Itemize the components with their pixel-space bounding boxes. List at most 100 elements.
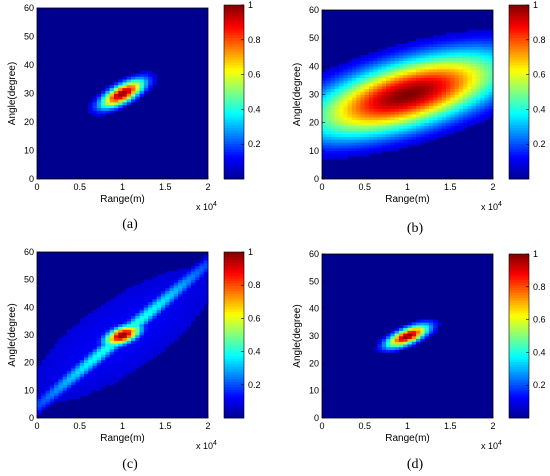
heatmap-cell: [424, 86, 430, 90]
heatmap-cell: [484, 83, 490, 87]
heatmap-cell: [148, 343, 153, 347]
heatmap-cell: [390, 105, 395, 109]
colorbar-band: [509, 318, 529, 322]
heatmap-cell: [49, 376, 55, 380]
heatmap-cell: [109, 90, 115, 94]
heatmap-cell: [428, 69, 434, 73]
heatmap-cell: [454, 94, 460, 98]
heatmap-cell: [118, 79, 123, 83]
heatmap-cell: [326, 122, 331, 126]
heatmap-cell: [45, 376, 51, 380]
colorbar-band: [509, 13, 529, 17]
colorbar-band: [224, 121, 244, 126]
heatmap-cell: [122, 299, 128, 303]
heatmap-cell: [347, 139, 353, 143]
heatmap-cell: [398, 133, 404, 138]
heatmap-cell: [135, 348, 140, 352]
heatmap-cell: [450, 32, 455, 36]
heatmap-cell: [160, 310, 166, 314]
colorbar-band: [509, 173, 529, 177]
colorbar-band: [224, 358, 244, 362]
heatmap-cell: [390, 66, 395, 70]
heatmap-cell: [343, 86, 348, 90]
heatmap-cell: [101, 379, 106, 383]
heatmap-cell: [424, 63, 430, 67]
heatmap-cell: [381, 136, 387, 140]
colorbar-band: [224, 159, 244, 164]
heatmap-cell: [334, 102, 340, 107]
heatmap-cell: [433, 38, 438, 42]
heatmap-cell: [135, 96, 140, 100]
heatmap-cell: [437, 69, 443, 73]
heatmap-cell: [433, 66, 438, 70]
heatmap-cell: [49, 362, 55, 366]
heatmap-cell: [169, 271, 175, 275]
heatmap-cell: [424, 69, 430, 73]
colorbar-band: [509, 330, 529, 334]
heatmap-cell: [420, 139, 425, 143]
heatmap-cell: [351, 114, 357, 118]
colorbar-band: [509, 53, 529, 58]
heatmap-cell: [445, 83, 451, 87]
heatmap-cell: [343, 77, 348, 81]
heatmap-cell: [173, 332, 179, 336]
heatmap-cell: [420, 63, 425, 67]
heatmap-cell: [458, 83, 464, 87]
heatmap-cell: [467, 74, 472, 78]
heatmap-cell: [454, 88, 460, 92]
heatmap-cell: [467, 63, 472, 67]
colorbar-band: [509, 400, 529, 404]
heatmap-cell: [122, 359, 128, 363]
panel-caption: (c): [122, 457, 138, 472]
heatmap-cell: [169, 282, 175, 286]
heatmap-cell: [135, 84, 140, 89]
colorbar-band: [509, 369, 529, 373]
colorbar-band: [509, 402, 529, 406]
heatmap-cell: [394, 346, 400, 350]
heatmap-cell: [156, 343, 162, 347]
heatmap-cell: [347, 88, 353, 92]
heatmap-cell: [45, 359, 51, 363]
colorbar-band: [509, 111, 529, 115]
colorbar-band: [224, 394, 244, 398]
heatmap-cell: [339, 80, 344, 84]
heatmap-cell: [445, 86, 451, 90]
heatmap-cell: [148, 323, 153, 327]
heatmap-cell: [441, 105, 447, 109]
heatmap-cell: [416, 43, 421, 47]
heatmap-cell: [471, 40, 477, 45]
heatmap-cell: [105, 102, 110, 106]
heatmap-cell: [386, 80, 391, 84]
heatmap-cell: [71, 370, 76, 375]
heatmap-cell: [118, 365, 123, 369]
heatmap-cell: [322, 94, 327, 98]
colorbar-band: [224, 371, 244, 375]
colorbar-band: [509, 83, 529, 87]
heatmap-cell: [334, 108, 340, 112]
heatmap-cell: [326, 69, 331, 73]
heatmap-cell: [113, 335, 119, 339]
heatmap-cell: [118, 318, 123, 322]
colorbar-band: [509, 29, 529, 33]
heatmap-cell: [416, 97, 421, 101]
heatmap-cell: [118, 359, 123, 363]
heatmap-cell: [169, 301, 175, 305]
heatmap-cell: [66, 368, 72, 372]
heatmap-cell: [330, 88, 336, 92]
heatmap-cell: [203, 263, 209, 267]
heatmap-cell: [343, 139, 348, 143]
heatmap-cell: [203, 254, 209, 258]
heatmap-cell: [37, 393, 42, 397]
heatmap-cell: [437, 60, 443, 64]
heatmap-cell: [360, 63, 366, 67]
heatmap-cell: [411, 136, 417, 140]
heatmap-cell: [450, 119, 455, 123]
colorbar-tick-label: 0.6: [248, 70, 261, 80]
heatmap-cell: [92, 315, 98, 319]
heatmap-cell: [437, 35, 443, 39]
heatmap-cell: [156, 307, 162, 311]
heatmap-cell: [105, 376, 110, 380]
heatmap-cell: [416, 333, 421, 337]
heatmap-cell: [66, 382, 72, 386]
heatmap-cell: [390, 139, 395, 143]
